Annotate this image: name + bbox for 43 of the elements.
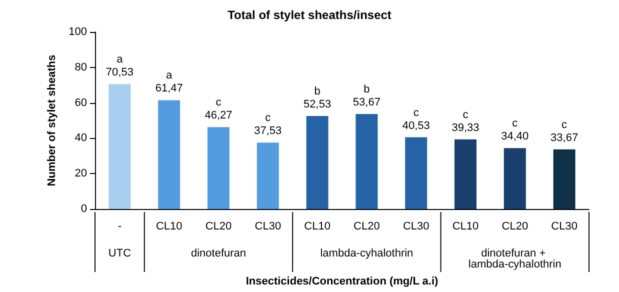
text: dinotefuran	[190, 248, 246, 260]
data-label: a 61,47	[155, 70, 183, 95]
data-label: c 34,40	[501, 118, 529, 143]
x-tick-label: CL20	[354, 220, 380, 232]
text: lambda-cyhalothrin	[320, 248, 414, 260]
y-tick-label: 40	[74, 132, 87, 144]
y-tick-label: 20	[74, 168, 87, 180]
chart-title: Total of stylet sheaths/insect	[228, 8, 392, 22]
data-label: c 40,53	[402, 106, 430, 132]
data-label: b 52,53	[304, 86, 332, 111]
data-label: c 37,53	[254, 112, 282, 138]
y-axis-title: Number of stylet sheaths	[46, 54, 58, 186]
data-label: b 53,67	[352, 84, 380, 109]
data-label: a 70,53	[106, 54, 134, 79]
bar	[208, 127, 230, 209]
y-tick-label: 100	[68, 26, 87, 38]
x-tick-label: CL10	[304, 220, 330, 232]
bar	[108, 84, 131, 209]
text: UTC	[108, 248, 132, 260]
y-tick-label: 80	[74, 61, 87, 74]
y-tick-label: 60	[74, 96, 87, 109]
x-tick-label: CL30	[551, 220, 578, 232]
x-tick-label: CL30	[254, 220, 282, 232]
bar	[306, 116, 328, 209]
bar	[504, 148, 526, 209]
x-tick-label: CL20	[205, 220, 232, 232]
bar	[553, 149, 576, 209]
bar	[405, 137, 428, 209]
x-tick-label: CL10	[452, 220, 479, 232]
data-label: c 46,27	[204, 96, 232, 122]
x-tick-label: CL20	[502, 220, 528, 232]
bar	[454, 139, 476, 209]
y-tick-label: 0	[80, 203, 87, 215]
data-label: c 39,33	[452, 108, 480, 134]
data-label: c 33,67	[550, 118, 578, 144]
x-tick-label: -	[118, 220, 122, 232]
x-tick-label: CL30	[402, 220, 430, 232]
x-axis-title: Insecticides/Concentration (mg/L a.i)	[246, 276, 438, 288]
text: dinotefuran + lambda-cyhalothrin	[468, 248, 562, 270]
bar	[256, 142, 279, 209]
x-tick-label: CL10	[156, 220, 182, 232]
bar	[158, 100, 180, 209]
bar	[356, 114, 378, 209]
